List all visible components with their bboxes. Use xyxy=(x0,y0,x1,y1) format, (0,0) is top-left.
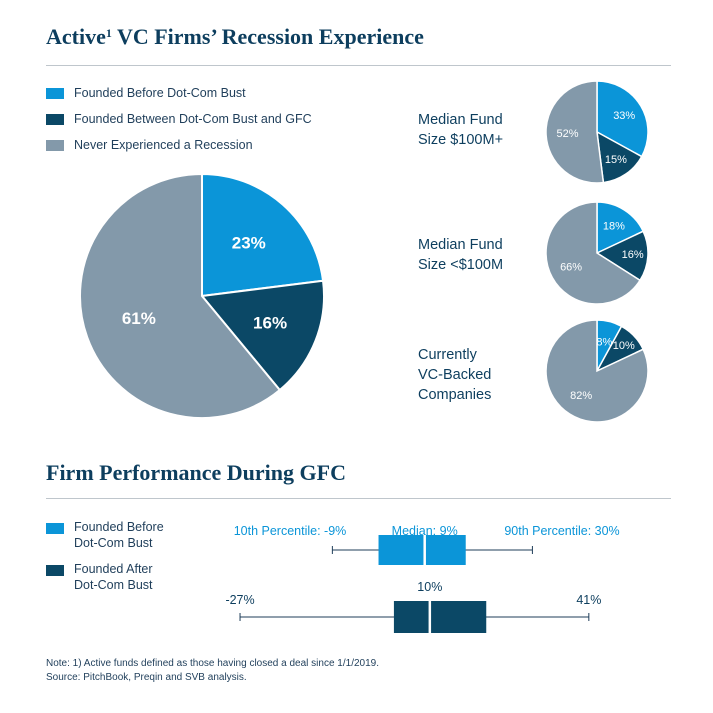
pie-slice-label: 61% xyxy=(122,309,156,328)
legend-label: Founded After Dot-Com Bust xyxy=(74,562,153,592)
pie-slice xyxy=(201,172,325,298)
p90-label: 41% xyxy=(576,593,601,607)
iqr-box xyxy=(393,601,487,633)
legend-swatch xyxy=(46,113,64,125)
p10-label: 10th Percentile: -9% xyxy=(234,524,347,538)
section-divider xyxy=(46,498,671,499)
pie-slice xyxy=(200,279,325,392)
pie-slice xyxy=(595,230,649,282)
pie-slice-label: 16% xyxy=(253,313,287,332)
iqr-box xyxy=(378,535,466,565)
pie-slice xyxy=(596,201,645,255)
median-label: Median: 9% xyxy=(392,524,458,538)
footnote-note: Note: 1) Active funds defined as those h… xyxy=(46,658,379,669)
legend-swatch xyxy=(46,565,64,576)
legend-swatch xyxy=(46,523,64,534)
legend-swatch xyxy=(46,87,64,99)
p90-label: 90th Percentile: 30% xyxy=(504,524,619,538)
pie-slice xyxy=(545,201,642,305)
pie-slice-label: 33% xyxy=(613,110,635,122)
footnote: Note: 1) Active funds defined as those h… xyxy=(46,657,379,685)
legend-item: Founded Before Dot-Com Bust xyxy=(46,80,312,106)
legend-label: Never Experienced a Recession xyxy=(74,138,253,152)
pie-slice-label: 15% xyxy=(605,154,627,166)
pie-slice xyxy=(596,80,649,158)
performance-legend: Founded Before Dot-Com Bust Founded Afte… xyxy=(46,519,164,603)
pie-slice xyxy=(545,319,649,423)
pie-title-small-funds: Median Fund Size <$100M xyxy=(418,237,504,273)
legend-item: Founded Between Dot-Com Bust and GFC xyxy=(46,106,312,132)
pie-slice-label: 10% xyxy=(613,340,635,352)
pie-slice-label: 66% xyxy=(560,261,582,273)
pie-title-vc-backed: Currently VC-Backed Companies xyxy=(418,347,492,403)
pie-slice-label: 23% xyxy=(232,233,266,252)
pie-title-large-funds: Median Fund Size $100M+ xyxy=(418,112,504,148)
legend-label: Founded Between Dot-Com Bust and GFC xyxy=(74,112,312,126)
pie-slice-label: 52% xyxy=(556,128,578,140)
p10-label: -27% xyxy=(225,593,254,607)
legend-label: Founded Before Dot-Com Bust xyxy=(74,520,164,550)
pie-slice-label: 18% xyxy=(603,220,625,232)
title-divider xyxy=(46,65,671,66)
legend-item: Never Experienced a Recession xyxy=(46,132,312,158)
legend-item: Founded Before Dot-Com Bust xyxy=(46,519,164,551)
pie-slice xyxy=(596,130,643,184)
pie-slice-label: 82% xyxy=(570,390,592,402)
footnote-source: Source: PitchBook, Preqin and SVB analys… xyxy=(46,672,247,683)
legend-swatch xyxy=(46,139,64,151)
pie-legend: Founded Before Dot-Com Bust Founded Betw… xyxy=(46,80,312,158)
legend-label: Founded Before Dot-Com Bust xyxy=(74,86,246,100)
pie-slice-label: 8% xyxy=(596,336,612,348)
page-title: Active1 VC Firms’ Recession Experience xyxy=(46,24,424,49)
pie-slice xyxy=(545,80,605,184)
pie-slice xyxy=(79,172,282,419)
pie-slice-label: 16% xyxy=(622,249,644,261)
section-title-performance: Firm Performance During GFC xyxy=(46,460,346,485)
legend-item: Founded After Dot-Com Bust xyxy=(46,561,164,593)
median-label: 10% xyxy=(417,580,442,594)
